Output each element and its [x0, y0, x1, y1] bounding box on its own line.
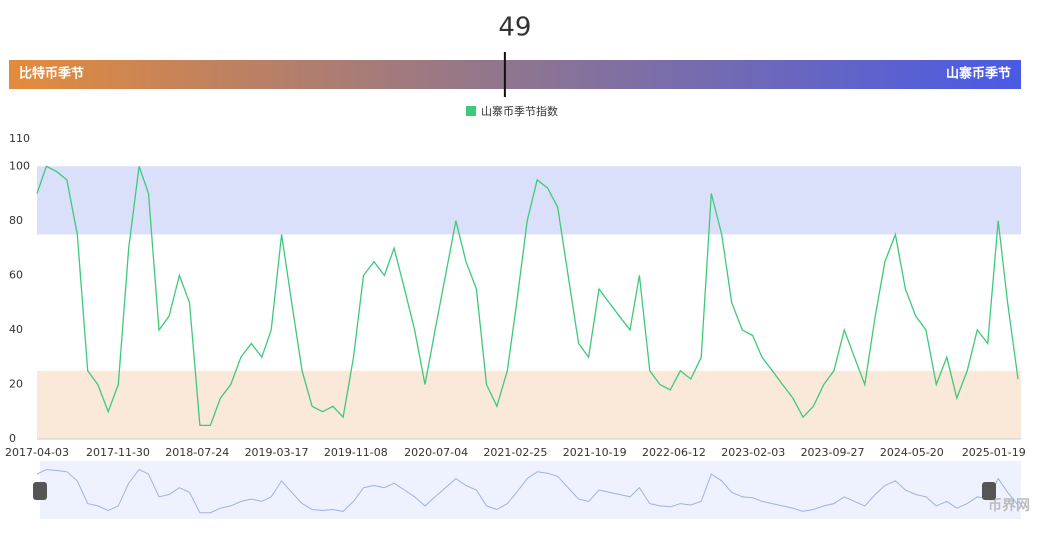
- gauge-value: 49: [498, 13, 531, 43]
- gauge-right-label: 山寨币季节: [946, 66, 1011, 82]
- badge: 币界网: [988, 498, 1030, 514]
- navigator-handle[interactable]: [982, 482, 996, 500]
- x-tick-label: 2021-10-19: [563, 446, 627, 459]
- series-line: [36, 165, 1019, 427]
- navigator-handle[interactable]: [33, 482, 47, 500]
- navigator[interactable]: [40, 461, 1021, 519]
- x-tick-label: 2024-05-20: [880, 446, 944, 459]
- gauge-left-label: 比特币季节: [19, 66, 84, 82]
- x-tick-label: 2019-03-17: [245, 446, 309, 459]
- x-tick-label: 2022-06-12: [642, 446, 706, 459]
- x-tick-label: 2020-07-04: [404, 446, 468, 459]
- band: [37, 370, 1021, 439]
- y-tick-label: 40: [9, 323, 23, 336]
- x-tick-label: 2017-04-03: [5, 446, 69, 459]
- x-tick-label: 2025-01-19: [962, 446, 1026, 459]
- y-tick-label: 60: [9, 268, 23, 281]
- y-tick-label: 20: [9, 377, 23, 390]
- x-tick-label: 2018-07-24: [165, 446, 229, 459]
- gauge-bar: [9, 60, 1021, 89]
- y-tick-label: 100: [9, 159, 30, 172]
- x-tick-label: 2021-02-25: [483, 446, 547, 459]
- legend-swatch[interactable]: [466, 106, 476, 116]
- band: [37, 166, 1021, 235]
- x-tick-label: 2019-11-08: [324, 446, 388, 459]
- x-tick-label: 2017-11-30: [86, 446, 150, 459]
- x-tick-label: 2023-02-03: [721, 446, 785, 459]
- y-tick-label: 110: [9, 132, 30, 145]
- navigator-line: [36, 468, 1019, 514]
- x-tick-label: 2023-09-27: [801, 446, 865, 459]
- y-tick-label: 0: [9, 432, 16, 445]
- y-tick-label: 80: [9, 214, 23, 227]
- legend-label[interactable]: 山寨币季节指数: [481, 104, 558, 118]
